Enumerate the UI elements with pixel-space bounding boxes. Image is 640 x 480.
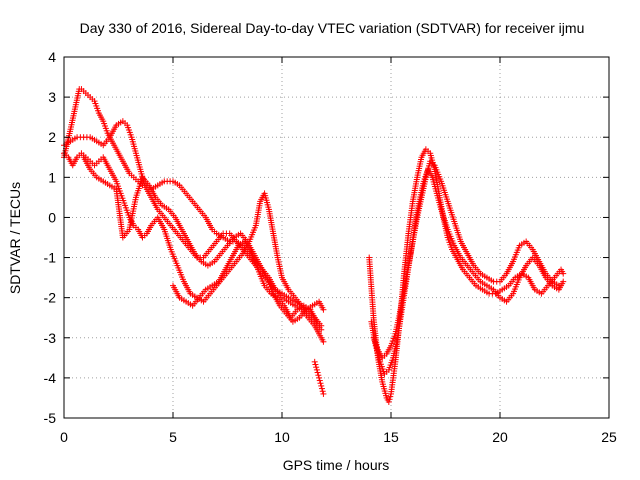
data-point (385, 398, 392, 405)
chart-title: Day 330 of 2016, Sidereal Day-to-day VTE… (80, 20, 585, 36)
x-tick-label: 15 (383, 429, 399, 445)
x-tick-label: 25 (601, 429, 617, 445)
y-tick-label: -1 (44, 250, 57, 266)
data-point (311, 358, 318, 365)
data-point (555, 282, 562, 289)
x-tick-label: 10 (274, 429, 290, 445)
axis-ticks: 0 5 10 15 20 25 -5 -4 -3 -2 -1 0 1 2 3 4 (44, 49, 617, 445)
y-tick-label: -2 (44, 290, 57, 306)
x-tick-label: 0 (60, 429, 68, 445)
data-point (315, 372, 322, 379)
data-point (560, 270, 567, 277)
y-tick-label: -3 (44, 330, 57, 346)
data-point (316, 374, 323, 381)
data-point (560, 278, 567, 285)
data-points (61, 86, 567, 405)
y-tick-label: -5 (44, 410, 57, 426)
data-point (312, 361, 319, 368)
y-tick-label: 0 (48, 209, 56, 225)
y-tick-label: 2 (48, 129, 56, 145)
data-point (314, 369, 321, 376)
data-point (318, 382, 325, 389)
data-point (386, 396, 393, 403)
y-tick-label: 1 (48, 169, 56, 185)
grid (64, 57, 609, 418)
data-point (313, 318, 320, 325)
y-tick-label: -4 (44, 370, 57, 386)
data-point (317, 380, 324, 387)
data-point (320, 390, 327, 397)
data-point (313, 366, 320, 373)
data-point (387, 393, 394, 400)
data-point (316, 377, 323, 384)
data-point (318, 322, 325, 329)
y-axis-label: SDTVAR / TECUs (7, 182, 23, 294)
data-point (320, 338, 327, 345)
data-point (313, 364, 320, 371)
y-tick-label: 4 (48, 49, 56, 65)
data-point (320, 306, 327, 313)
x-tick-label: 20 (492, 429, 508, 445)
y-tick-label: 3 (48, 89, 56, 105)
data-point (318, 385, 325, 392)
x-axis-label: GPS time / hours (283, 457, 390, 473)
plot-frame (63, 56, 610, 419)
x-tick-label: 5 (169, 429, 177, 445)
data-point (319, 388, 326, 395)
